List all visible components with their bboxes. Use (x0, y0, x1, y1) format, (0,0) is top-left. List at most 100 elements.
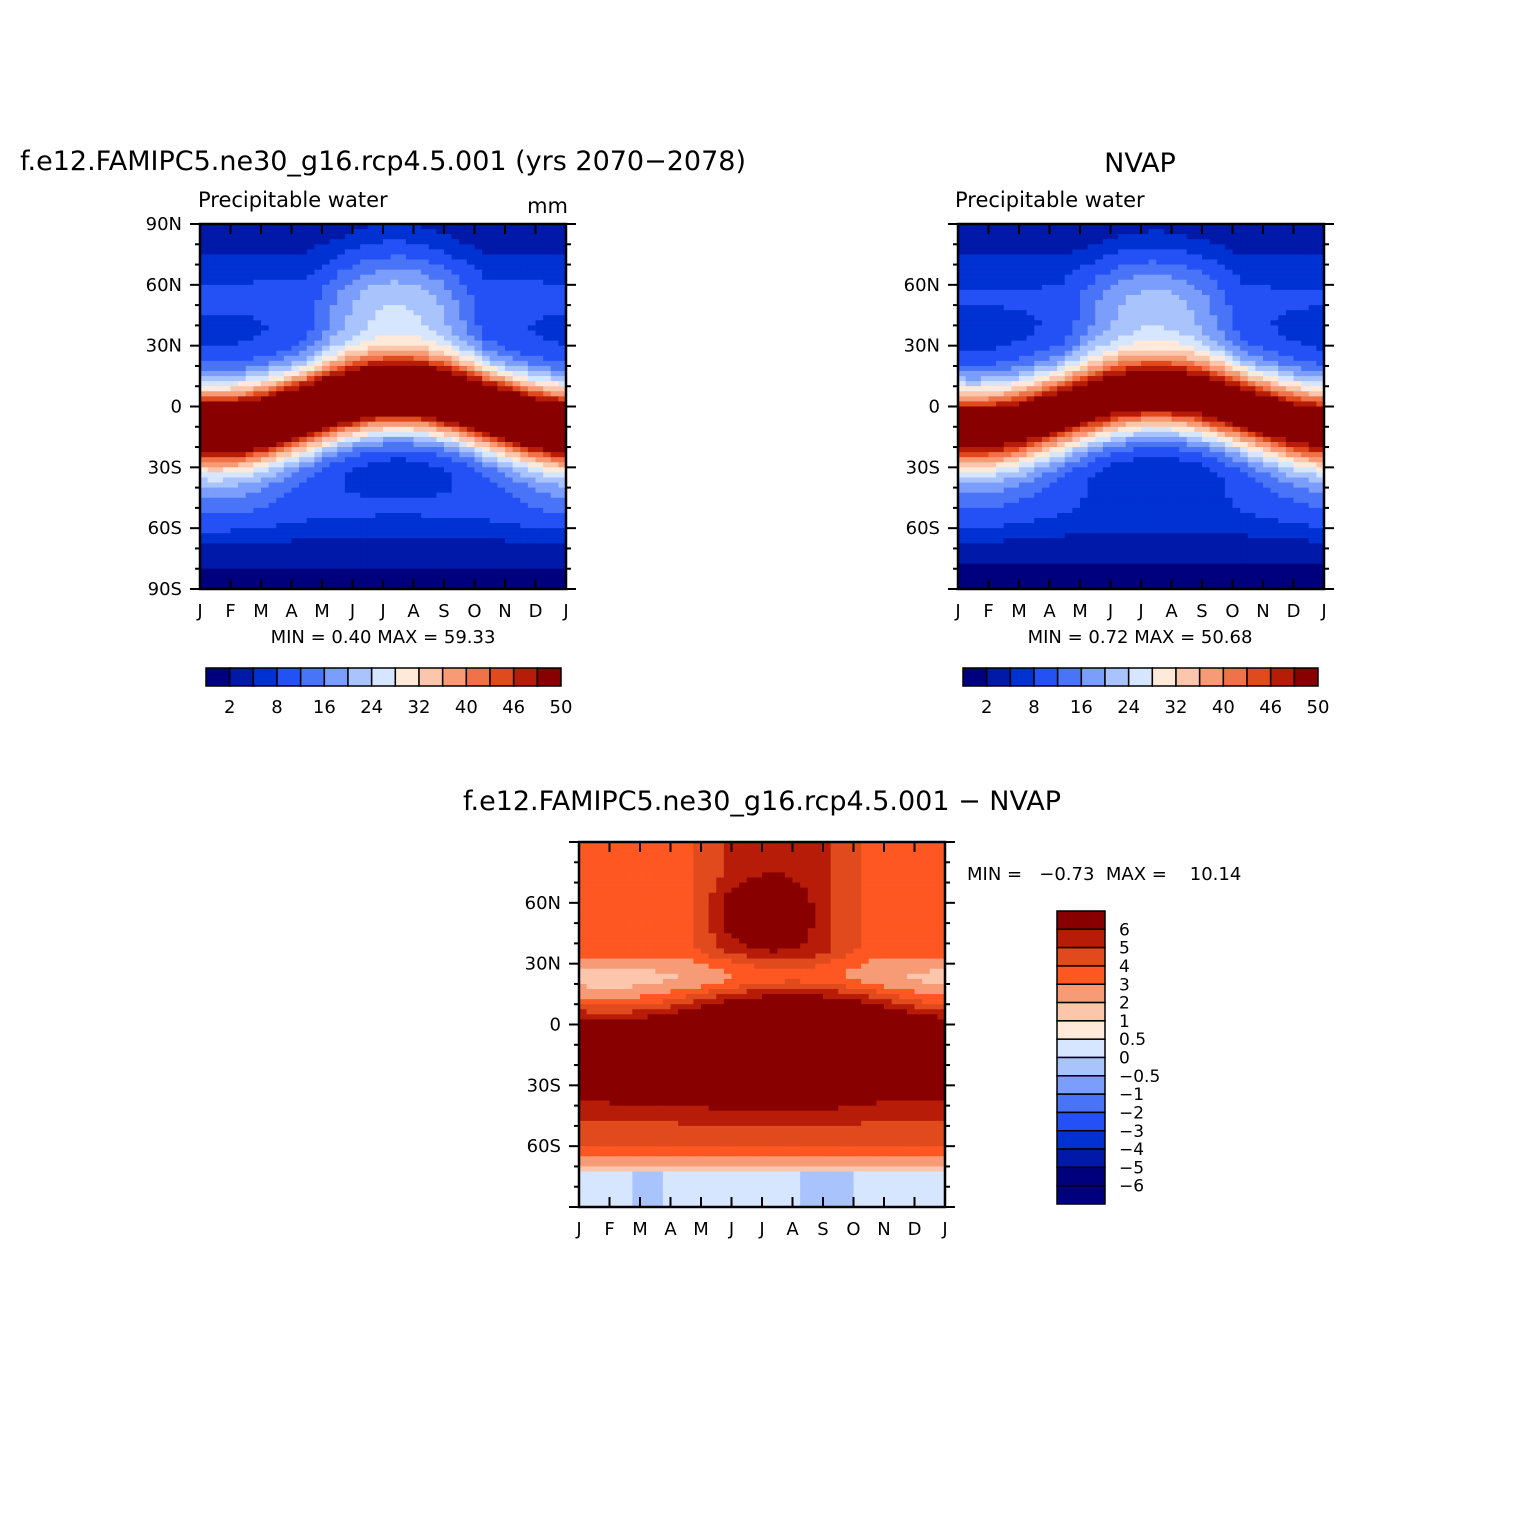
heatmap-cell (238, 289, 247, 296)
heatmap-cell (489, 578, 498, 585)
heatmap-cell (383, 249, 392, 256)
heatmap-cell (444, 254, 453, 261)
heatmap-cell (352, 259, 361, 266)
heatmap-cell (451, 452, 460, 458)
heatmap-cell (253, 431, 262, 438)
heatmap-cell (1301, 259, 1310, 266)
heatmap-cell (238, 360, 247, 367)
heatmap-cell (1141, 269, 1150, 276)
heatmap-cell (222, 249, 232, 256)
heatmap-cell (337, 259, 346, 266)
heatmap-cell (1224, 234, 1234, 240)
heatmap-cell (1293, 284, 1302, 291)
heatmap-cell (1034, 234, 1043, 240)
heatmap-cell (474, 462, 483, 468)
heatmap-cell (1049, 355, 1058, 362)
heatmap-cell (1087, 259, 1096, 266)
heatmap-cell (505, 365, 514, 372)
heatmap-cell (1141, 315, 1150, 321)
heatmap-cell (1118, 229, 1127, 235)
heatmap-cell (276, 269, 285, 276)
heatmap-cell (360, 244, 369, 250)
heatmap-cell (512, 259, 521, 266)
heatmap-cell (520, 365, 529, 372)
heatmap-cell (1064, 325, 1073, 332)
heatmap-cell (329, 264, 338, 271)
heatmap-cell (375, 269, 384, 276)
heatmap-cell (245, 523, 254, 529)
heatmap-cell (314, 254, 323, 261)
heatmap-cell (1102, 224, 1112, 230)
heatmap-cell (1163, 335, 1173, 342)
heatmap-cell (1194, 239, 1203, 245)
heatmap-cell (1209, 279, 1218, 286)
heatmap-cell (238, 553, 247, 560)
heatmap-cell (558, 229, 567, 235)
heatmap-cell (299, 224, 308, 230)
heatmap-cell (375, 497, 384, 504)
heatmap-cell (352, 452, 361, 458)
heatmap-cell (306, 558, 315, 565)
heatmap-cell (337, 386, 346, 392)
heatmap-cell (261, 411, 270, 418)
heatmap-cell (428, 350, 437, 357)
heatmap-cell (1171, 289, 1180, 296)
heatmap-cell (444, 355, 453, 362)
heatmap-cell (1003, 269, 1012, 276)
heatmap-cell (428, 305, 437, 311)
heatmap-cell (291, 487, 300, 494)
heatmap-cell (215, 274, 224, 281)
heatmap-cell (276, 573, 285, 580)
heatmap-cell (1247, 244, 1256, 250)
heatmap-cell (421, 411, 430, 418)
heatmap-cell (535, 355, 544, 362)
heatmap-cell (245, 578, 254, 585)
heatmap-cell (314, 416, 323, 423)
heatmap-cell (253, 482, 262, 489)
heatmap-cell (405, 325, 415, 332)
heatmap-cell (550, 300, 559, 306)
heatmap-cell (367, 224, 376, 230)
heatmap-cell (253, 497, 262, 504)
heatmap-cell (973, 229, 982, 235)
heatmap-cell (535, 558, 544, 565)
heatmap-cell (1308, 244, 1317, 250)
heatmap-cell (314, 310, 323, 316)
heatmap-cell (489, 568, 498, 575)
heatmap-cell (299, 441, 308, 448)
heatmap-cell (299, 583, 308, 590)
heatmap-cell (314, 279, 323, 286)
heatmap-cell (520, 406, 529, 413)
heatmap-cell (1026, 371, 1035, 377)
heatmap-cell (482, 305, 491, 311)
heatmap-cell (245, 421, 254, 428)
heatmap-cell (314, 573, 323, 580)
heatmap-cell (1232, 294, 1241, 301)
heatmap-cell (1049, 289, 1058, 296)
heatmap-cell (482, 502, 491, 509)
heatmap-cell (1133, 355, 1142, 362)
heatmap-cell (398, 365, 407, 372)
heatmap-cell (375, 239, 384, 245)
heatmap-cell (329, 543, 338, 550)
heatmap-cell (253, 284, 262, 291)
heatmap-cell (1041, 229, 1051, 235)
heatmap-cell (276, 386, 285, 392)
heatmap-cell (965, 259, 974, 266)
colorbar-swatch (205, 667, 231, 687)
heatmap-cell (329, 254, 338, 261)
heatmap-cell (367, 406, 376, 413)
heatmap-cell (215, 279, 224, 286)
heatmap-cell (1186, 224, 1195, 230)
heatmap-cell (474, 436, 483, 443)
heatmap-cell (268, 381, 277, 387)
heatmap-cell (1171, 294, 1180, 301)
heatmap-cell (444, 482, 453, 489)
heatmap-cell (322, 477, 331, 484)
heatmap-cell (230, 249, 239, 256)
heatmap-cell (421, 431, 430, 438)
y-tick-label: 60S (148, 518, 182, 539)
heatmap-cell (1232, 284, 1241, 291)
heatmap-cell (314, 523, 323, 529)
heatmap-cell (200, 411, 209, 418)
